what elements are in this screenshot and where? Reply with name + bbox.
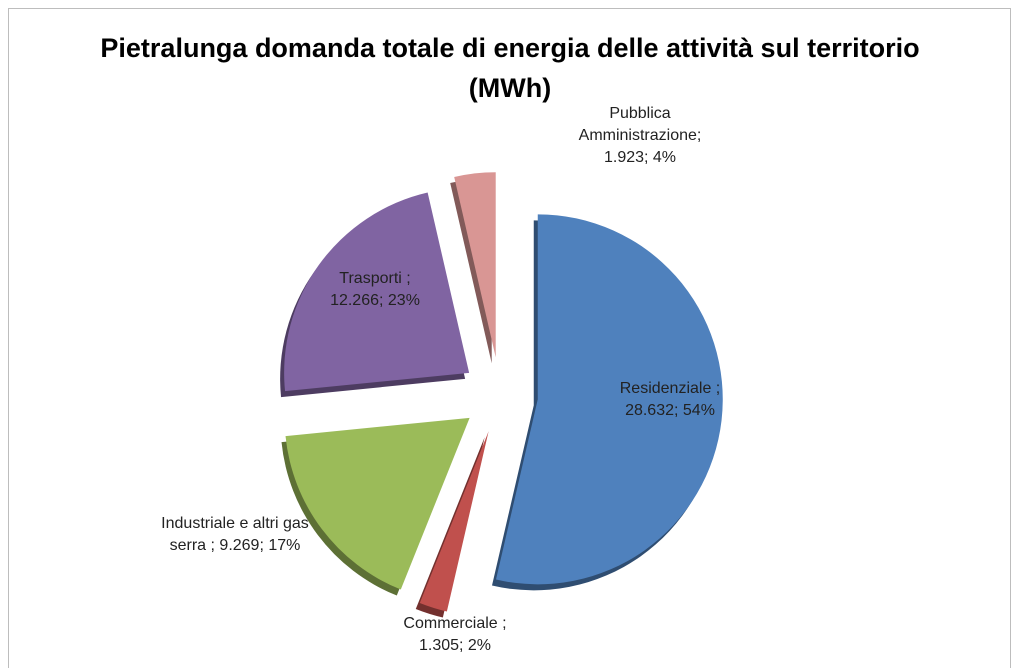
data-label: 1.305; 2% xyxy=(419,637,491,654)
data-label: serra ; 9.269; 17% xyxy=(170,537,301,554)
data-label: Industriale e altri gas xyxy=(161,515,309,532)
data-label: Amministrazione; xyxy=(579,127,702,144)
slice xyxy=(284,192,470,392)
slice xyxy=(454,172,496,358)
slice xyxy=(496,214,723,585)
chart-frame xyxy=(8,8,1011,668)
data-label: 1.923; 4% xyxy=(604,149,676,166)
data-label: Commerciale ; xyxy=(403,615,506,632)
data-label: Trasporti ; xyxy=(339,270,410,287)
data-label: 12.266; 23% xyxy=(330,292,420,309)
chart-title: Pietralunga domanda totale di energia de… xyxy=(100,33,920,103)
data-label: 28.632; 54% xyxy=(625,402,715,419)
data-label: Residenziale ; xyxy=(620,380,721,397)
slice xyxy=(285,417,470,590)
slice xyxy=(419,431,489,612)
data-label: Pubblica xyxy=(609,105,670,122)
